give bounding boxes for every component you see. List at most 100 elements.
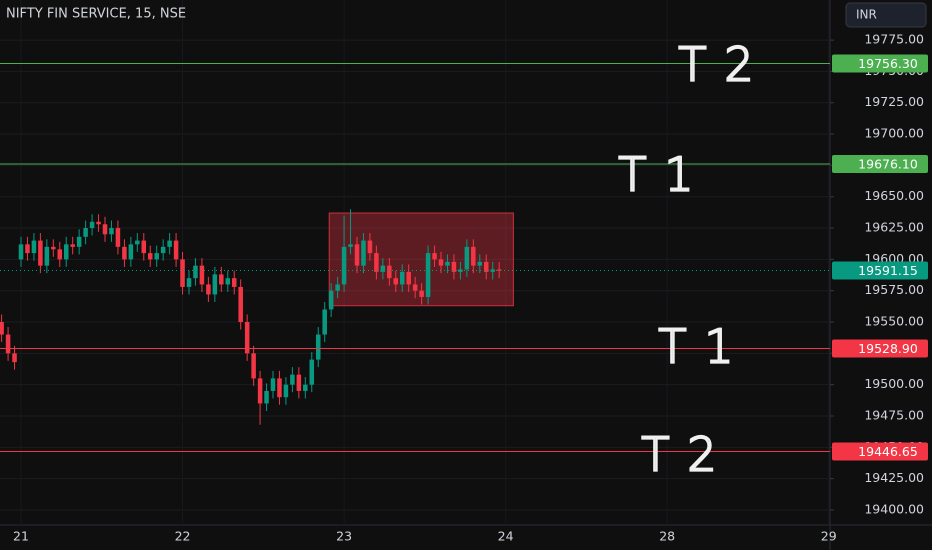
candle-body bbox=[290, 374, 295, 385]
candle-body bbox=[270, 378, 276, 391]
candle-body bbox=[374, 253, 379, 272]
y-tick-label: 19775.00 bbox=[864, 32, 924, 47]
candle-body bbox=[44, 246, 50, 266]
candle-body bbox=[322, 309, 327, 335]
handwritten-note: T1 bbox=[658, 320, 751, 374]
price-level-label: 19528.90 bbox=[858, 341, 918, 356]
candle-body bbox=[393, 278, 399, 285]
candle-body bbox=[102, 224, 108, 235]
x-tick-label: 21 bbox=[13, 529, 29, 544]
candle-body bbox=[406, 271, 411, 285]
candle-body bbox=[303, 384, 308, 391]
candle-body bbox=[109, 228, 114, 235]
y-tick-label: 19725.00 bbox=[864, 94, 924, 109]
candle-body bbox=[63, 244, 69, 260]
price-level-label: 19591.15 bbox=[858, 263, 918, 278]
candle-body bbox=[231, 278, 237, 287]
currency-button[interactable] bbox=[845, 2, 927, 28]
x-tick-label: 22 bbox=[175, 529, 191, 544]
candle-body bbox=[5, 334, 11, 354]
candle-body bbox=[264, 390, 269, 404]
candle-body bbox=[341, 246, 347, 285]
candle-body bbox=[257, 378, 263, 404]
candle-body bbox=[18, 244, 24, 260]
y-tick-label: 19575.00 bbox=[864, 282, 924, 297]
candle-body bbox=[471, 246, 476, 266]
candle-body bbox=[83, 228, 88, 237]
candle-body bbox=[438, 259, 444, 266]
price-level-tag bbox=[832, 54, 928, 73]
candle-body bbox=[147, 253, 153, 260]
candle-body bbox=[160, 246, 166, 254]
candle-body bbox=[425, 253, 431, 297]
price-level-tag bbox=[832, 155, 928, 174]
candle-body bbox=[199, 265, 205, 285]
price-level-label: 19446.65 bbox=[858, 444, 918, 459]
y-tick-label: 19650.00 bbox=[864, 188, 924, 203]
x-tick-label: 28 bbox=[659, 529, 675, 544]
candle-body bbox=[206, 284, 211, 295]
y-tick-label: 19475.00 bbox=[864, 407, 924, 422]
candle-body bbox=[244, 322, 250, 354]
candle-body bbox=[141, 240, 147, 254]
candle-body bbox=[251, 353, 256, 379]
candle-body bbox=[380, 265, 386, 272]
candle-body bbox=[115, 228, 121, 247]
candle-body bbox=[283, 384, 289, 398]
price-level-tag bbox=[832, 442, 928, 461]
x-tick-label: 29 bbox=[821, 529, 837, 544]
candle-body bbox=[445, 261, 450, 266]
candle-body bbox=[31, 240, 37, 254]
candle-body bbox=[122, 246, 127, 260]
x-tick-label: 23 bbox=[336, 529, 352, 544]
candle-body bbox=[348, 244, 353, 247]
candle-body bbox=[96, 221, 101, 225]
candle-body bbox=[477, 261, 483, 266]
x-tick-label: 24 bbox=[498, 529, 514, 544]
handwritten-note: T1 bbox=[618, 148, 711, 202]
candle-body bbox=[76, 236, 82, 247]
y-tick-label: 19700.00 bbox=[864, 126, 924, 141]
candle-body bbox=[0, 322, 4, 335]
candle-body bbox=[328, 290, 334, 310]
candle-body bbox=[399, 271, 405, 285]
candle-body bbox=[12, 353, 17, 363]
price-level-tag bbox=[832, 339, 928, 358]
candle-body bbox=[296, 374, 302, 391]
y-tick-label: 19500.00 bbox=[864, 376, 924, 391]
candle-body bbox=[193, 265, 198, 279]
y-tick-label: 19550.00 bbox=[864, 314, 924, 329]
candle-body bbox=[464, 246, 470, 270]
candle-body bbox=[335, 284, 340, 291]
candle-body bbox=[361, 240, 366, 266]
candle-body bbox=[277, 378, 282, 398]
candle-body bbox=[154, 253, 159, 260]
candle-body bbox=[432, 253, 437, 260]
chart-title: NIFTY FIN SERVICE, 15, NSE bbox=[6, 7, 186, 22]
candle-body bbox=[419, 290, 424, 297]
price-level-label: 19676.10 bbox=[858, 157, 918, 172]
candle-body bbox=[367, 240, 373, 254]
plot bbox=[0, 209, 514, 425]
candle-body bbox=[51, 246, 56, 250]
candle-body bbox=[412, 284, 418, 291]
candle-body bbox=[25, 244, 30, 254]
price-level-tag bbox=[832, 261, 928, 280]
y-tick-label: 19400.00 bbox=[864, 501, 924, 516]
candle-body bbox=[128, 244, 134, 260]
currency-label[interactable]: INR bbox=[856, 8, 877, 22]
candle-body bbox=[496, 269, 502, 271]
candle-body bbox=[451, 261, 457, 272]
candle-body bbox=[38, 240, 43, 266]
candle-body bbox=[135, 240, 140, 245]
candle-body bbox=[238, 286, 243, 323]
y-tick-label: 19425.00 bbox=[864, 470, 924, 485]
handwritten-note: T2 bbox=[678, 38, 771, 92]
candle-body bbox=[219, 274, 224, 285]
price-level-label: 19756.30 bbox=[858, 56, 918, 71]
candle-body bbox=[483, 261, 489, 272]
candle-body bbox=[70, 244, 75, 247]
y-tick-label: 19625.00 bbox=[864, 220, 924, 235]
candle-body bbox=[173, 240, 179, 260]
